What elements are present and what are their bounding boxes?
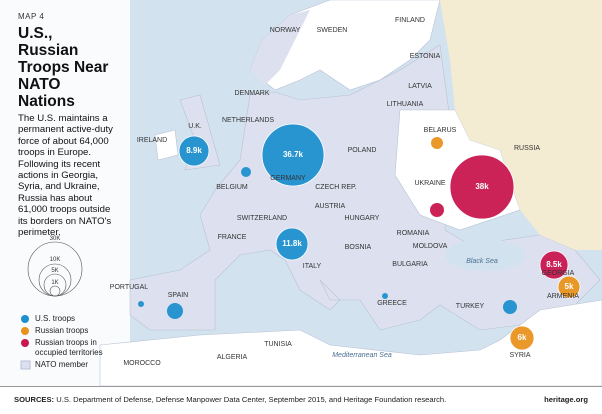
troop-bubble xyxy=(138,301,144,307)
legend: 30K 10K 5K 1K U.S. troops Russian troops Russi… xyxy=(20,236,103,370)
troop-bubble xyxy=(503,300,517,314)
country-label: ITALY xyxy=(303,263,322,270)
country-label: GERMANY xyxy=(270,175,306,182)
country-label: CZECH REP. xyxy=(315,184,357,191)
description: The U.S. maintains a permanent active-du… xyxy=(18,113,113,239)
legend-label: NATO member xyxy=(35,360,88,369)
ireland xyxy=(154,129,179,161)
country-label: LATVIA xyxy=(408,83,432,90)
country-label: HUNGARY xyxy=(345,215,380,222)
bubble-label: 36.7k xyxy=(283,150,304,159)
troop-bubble xyxy=(430,203,444,217)
troop-bubble xyxy=(178,135,210,167)
country-label: BULGARIA xyxy=(392,261,428,268)
country-label: SPAIN xyxy=(168,292,189,299)
brand: heritage.org xyxy=(544,395,588,404)
sources: SOURCES: U.S. Department of Defense, Def… xyxy=(14,395,446,404)
country-label: TUNISIA xyxy=(264,341,292,348)
country-label: AUSTRIA xyxy=(315,203,346,210)
troop-bubble xyxy=(557,275,581,299)
bubble-label: 8.5k xyxy=(546,260,562,269)
bubble-label: 6k xyxy=(518,333,527,342)
sea-label: Mediterranean Sea xyxy=(332,352,392,359)
legend-label: Russian troops in occupied territories xyxy=(35,338,103,357)
bubble-label: 8.9k xyxy=(186,146,202,155)
country-label: LITHUANIA xyxy=(387,101,424,108)
country-label: POLAND xyxy=(348,147,377,154)
troop-bubble xyxy=(509,325,535,351)
header: MAP 4 U.S., Russian Troops Near NATO Nat… xyxy=(18,12,116,238)
country-label: DENMARK xyxy=(234,90,269,97)
country-label: FRANCE xyxy=(218,234,247,241)
sources-label: SOURCES: xyxy=(14,395,55,404)
country-label: ARMENIA xyxy=(547,293,579,300)
text-panel xyxy=(0,0,130,386)
size-legend-circle xyxy=(49,285,61,297)
country-label: ESTONIA xyxy=(410,53,441,60)
size-legend-label: 5K xyxy=(51,268,58,274)
country-label: NORWAY xyxy=(270,27,301,34)
bubble-label: 11.8k xyxy=(282,239,302,248)
country-label: GEORGIA xyxy=(542,270,575,277)
russia xyxy=(440,0,602,250)
country-label: IRELAND xyxy=(137,137,167,144)
country-label: ALGERIA xyxy=(217,354,248,361)
troop-bubble xyxy=(382,293,388,299)
country-label: BELARUS xyxy=(424,127,457,134)
bubble-label: 5k xyxy=(565,282,574,291)
troop-bubble xyxy=(261,123,325,187)
footer: SOURCES: U.S. Department of Defense, Def… xyxy=(0,386,602,414)
country-label: MOLDOVA xyxy=(413,243,448,250)
title-line: NATO Nations xyxy=(18,76,75,110)
country-label: NETHERLANDS xyxy=(222,117,274,124)
size-legend-label: 1K xyxy=(51,280,58,286)
country-label: GREECE xyxy=(377,300,407,307)
sea-label: Black Sea xyxy=(466,258,498,265)
country-label: SWEDEN xyxy=(317,27,348,34)
country-label: U.K. xyxy=(188,123,202,130)
legend-swatch xyxy=(20,360,31,370)
country-label: SWITZERLAND xyxy=(237,215,287,222)
troop-bubble xyxy=(241,167,251,177)
bubble-label: 38k xyxy=(475,182,489,191)
size-legend-label: 10K xyxy=(50,257,61,263)
legend-label: U.S. troops xyxy=(35,314,75,323)
troop-bubble xyxy=(449,154,515,220)
country-label: RUSSIA xyxy=(514,145,540,152)
title-line: U.S., Russian xyxy=(18,25,79,59)
country-label: SYRIA xyxy=(509,352,530,359)
troop-bubble xyxy=(539,250,569,280)
country-label: ROMANIA xyxy=(397,230,430,237)
legend-dot xyxy=(21,315,29,323)
legend-label: Russian troops xyxy=(35,326,88,335)
legend-dot xyxy=(21,339,29,347)
country-label: PORTUGAL xyxy=(110,284,148,291)
map: 30K 10K 5K 1K U.S. troops Russian troops Russi… xyxy=(0,0,602,387)
title-line: Troops Near xyxy=(18,59,109,76)
map-number: MAP 4 xyxy=(18,12,45,21)
size-legend-label: 30K xyxy=(50,236,61,242)
country-label: MOROCCO xyxy=(123,360,161,367)
troop-bubble xyxy=(275,227,309,261)
troop-bubble xyxy=(167,303,183,319)
country-label: BOSNIA xyxy=(345,244,372,251)
black-sea xyxy=(445,239,525,271)
country-label: FINLAND xyxy=(395,17,425,24)
troop-bubble xyxy=(431,137,443,149)
country-label: UKRAINE xyxy=(414,180,445,187)
sources-text: U.S. Department of Defense, Defense Manp… xyxy=(56,395,447,404)
legend-dot xyxy=(21,327,29,335)
country-label: BELGIUM xyxy=(216,184,248,191)
title: U.S., Russian Troops Near NATO Nations xyxy=(18,25,116,110)
norway xyxy=(250,10,310,85)
country-label: TURKEY xyxy=(456,303,485,310)
